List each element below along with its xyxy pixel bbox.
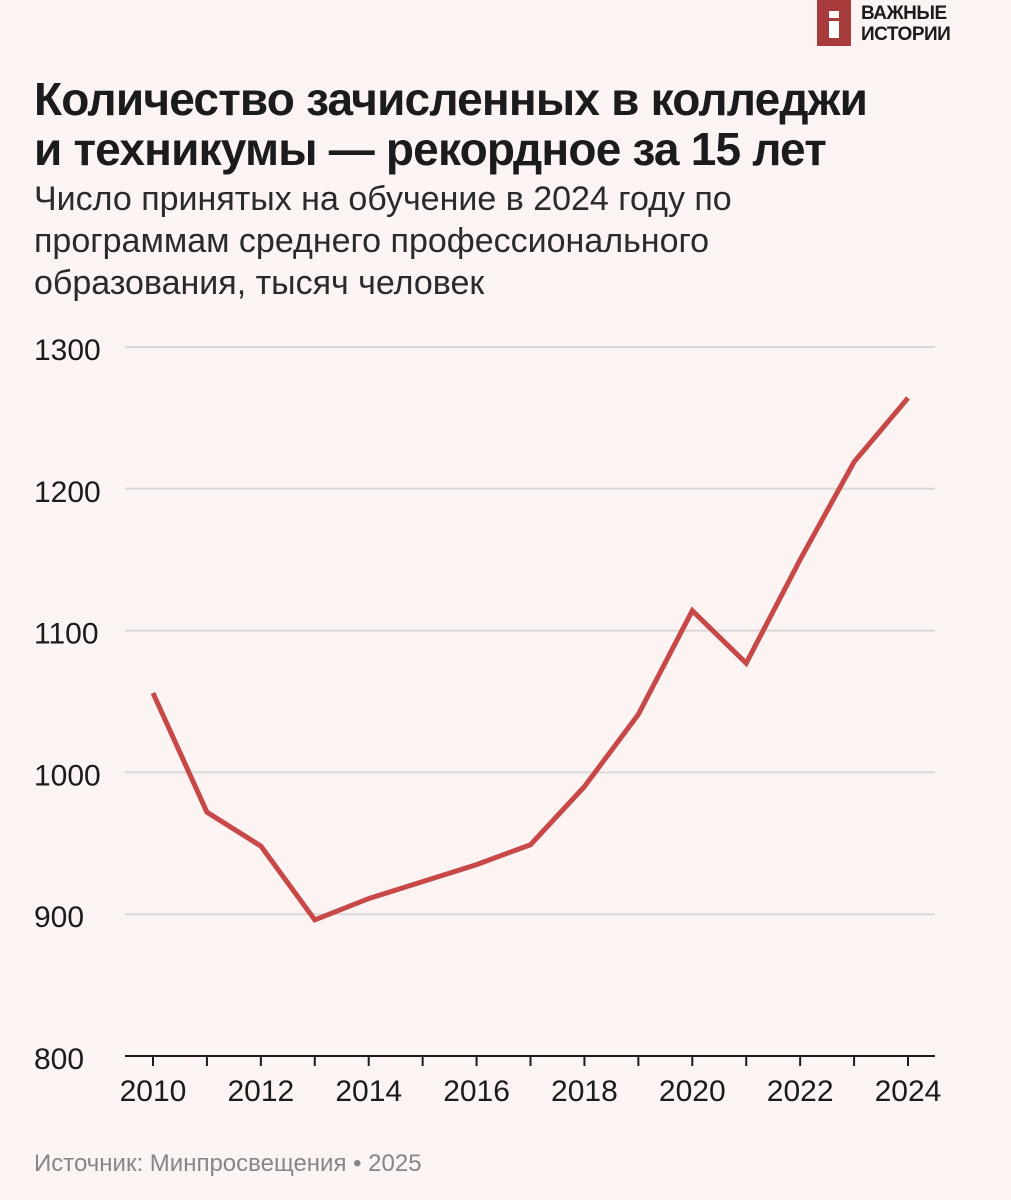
x-axis-tick-labels: 2010 2012 2014 2016 2018 2020 2022 2024: [120, 1075, 942, 1108]
y-tick-label: 1200: [34, 476, 101, 509]
x-tick-label: 2010: [120, 1075, 187, 1108]
chart-subtitle-line: программам среднего профессионального: [34, 222, 710, 260]
x-tick-label: 2022: [767, 1075, 834, 1108]
y-tick-label: 1100: [34, 618, 99, 651]
y-tick-label: 1300: [34, 334, 101, 367]
x-axis: [125, 1055, 935, 1066]
chart-subtitle: Число принятых на обучение в 2024 году п…: [34, 178, 934, 304]
series-line: [150, 396, 910, 923]
x-tick-label: 2020: [659, 1075, 726, 1108]
chart-subtitle-line: Число принятых на обучение в 2024 году п…: [34, 180, 732, 218]
brand-name: ВАЖНЫЕ ИСТОРИИ: [861, 3, 951, 45]
x-tick-label: 2016: [443, 1075, 510, 1108]
brand-name-line1: ВАЖНЫЕ: [861, 3, 947, 24]
chart-title-line: Количество зачисленных в колледжи: [34, 73, 868, 125]
y-tick-label: 1000: [34, 759, 101, 792]
series-layer: [150, 396, 910, 923]
x-tick-label: 2012: [227, 1075, 294, 1108]
chart-subtitle-line: образования, тысяч человек: [34, 264, 485, 302]
x-tick-label: 2018: [551, 1075, 618, 1108]
y-tick-label: 900: [34, 901, 84, 934]
chart-title-line: и техникумы — рекордное за 15 лет: [34, 123, 827, 175]
grid-lines: [125, 346, 935, 916]
chart-title: Количество зачисленных в колледжи и техн…: [34, 74, 994, 174]
source-note: Источник: Минпросвещения • 2025: [34, 1150, 422, 1177]
info-logo-icon: [817, 0, 851, 46]
x-tick-label: 2014: [335, 1075, 402, 1108]
x-tick-label: 2024: [875, 1075, 942, 1108]
brand-logo: ВАЖНЫЕ ИСТОРИИ: [817, 0, 951, 46]
brand-name-line2: ИСТОРИИ: [861, 24, 951, 45]
y-tick-label: 800: [34, 1043, 84, 1076]
y-axis-tick-labels: 800 900 1000 1100 1200 1300: [34, 334, 101, 1076]
